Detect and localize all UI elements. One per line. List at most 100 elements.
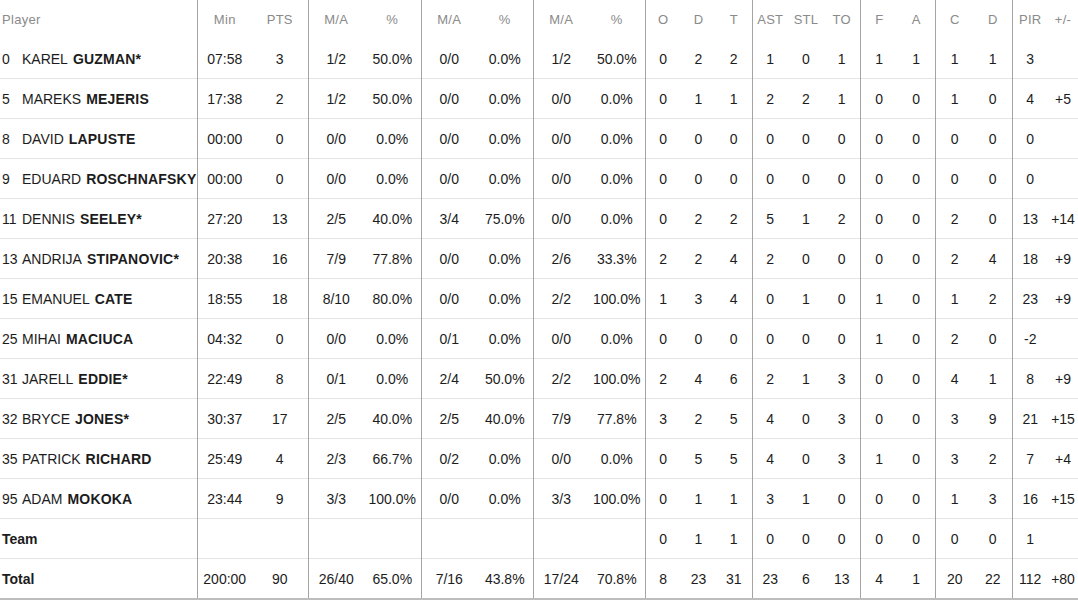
stat-cell: 90 (252, 559, 308, 600)
stat-cell (308, 519, 364, 559)
stat-cell: 1 (788, 359, 824, 399)
player-row: 0KARELGUZMAN*07:5831/250.0%0/00.0%1/250.… (0, 39, 1078, 79)
stat-cell: 1 (681, 479, 716, 519)
stat-cell: 8 (252, 359, 308, 399)
stat-cell: 5 (681, 439, 716, 479)
stat-cell: 0 (788, 439, 824, 479)
stat-cell: 0.0% (477, 239, 533, 279)
player-number: 8 (2, 131, 22, 147)
player-first-name: DAVID (22, 131, 64, 147)
stat-cell (1048, 319, 1078, 359)
stat-cell: 1 (681, 519, 716, 559)
stat-cell: 0 (824, 319, 860, 359)
stat-cell: 22:49 (197, 359, 252, 399)
stat-cell: +9 (1048, 239, 1078, 279)
stat-cell: 70.8% (589, 559, 645, 600)
stat-cell: 2 (974, 439, 1012, 479)
stat-cell: 3 (935, 399, 974, 439)
stat-cell: 16 (252, 239, 308, 279)
row-label: Total (2, 571, 34, 587)
col-header-2pt-ma: M/A (308, 0, 364, 39)
stat-cell: 20:38 (197, 239, 252, 279)
stat-cell: 0 (824, 279, 860, 319)
stat-cell: 2/4 (421, 359, 477, 399)
stat-cell (1048, 159, 1078, 199)
stat-cell: 0 (252, 119, 308, 159)
stat-cell: 0.0% (589, 199, 645, 239)
stat-cell: 0 (898, 79, 935, 119)
stat-cell: +15 (1048, 399, 1078, 439)
stat-cell: 23:44 (197, 479, 252, 519)
stat-cell: 1 (716, 479, 752, 519)
stat-cell: 0/0 (421, 79, 477, 119)
stat-cell: 0 (860, 159, 898, 199)
stat-cell: 1 (716, 79, 752, 119)
stat-cell: 2 (935, 239, 974, 279)
player-cell: 15EMANUELCATE (0, 279, 197, 319)
stat-cell: 1 (860, 319, 898, 359)
stat-cell: 0 (898, 479, 935, 519)
stat-cell: 18 (1012, 239, 1048, 279)
player-number: 11 (2, 211, 22, 227)
stat-cell: 0.0% (589, 319, 645, 359)
stat-cell: 0 (860, 239, 898, 279)
stat-cell: 07:58 (197, 39, 252, 79)
col-header-reb-t: T (716, 0, 752, 39)
stat-cell: 50.0% (589, 39, 645, 79)
stat-cell: 50.0% (364, 39, 421, 79)
stat-cell: 0/0 (533, 439, 589, 479)
col-header-min: Min (197, 0, 252, 39)
stat-cell: 0 (752, 319, 788, 359)
stat-cell: 18 (252, 279, 308, 319)
col-header-ast: AST (752, 0, 788, 39)
stat-cell: 3 (1012, 39, 1048, 79)
stat-cell: 0.0% (477, 279, 533, 319)
player-last-name: RICHARD (86, 451, 152, 467)
stat-cell: 4 (1012, 79, 1048, 119)
stat-cell: +9 (1048, 279, 1078, 319)
stat-cell: 31 (716, 559, 752, 600)
stat-cell: 04:32 (197, 319, 252, 359)
stat-cell: 0/0 (308, 319, 364, 359)
stat-cell: 4 (252, 439, 308, 479)
table-header: Player Min PTS M/A % M/A % M/A % O D T A… (0, 0, 1078, 39)
stat-cell: 1 (860, 39, 898, 79)
player-cell: 32BRYCEJONES* (0, 399, 197, 439)
stat-cell: 0 (645, 519, 681, 559)
stat-cell: 0 (860, 119, 898, 159)
stat-cell: 7/16 (421, 559, 477, 600)
stat-cell: 4 (681, 359, 716, 399)
player-row: 31JARELLEDDIE*22:4980/10.0%2/450.0%2/210… (0, 359, 1078, 399)
stat-cell (1048, 119, 1078, 159)
stat-cell: 0.0% (364, 359, 421, 399)
stat-cell: 2 (752, 359, 788, 399)
stat-cell: 2/5 (308, 399, 364, 439)
player-cell: Total (0, 559, 197, 600)
stat-cell: 0 (974, 119, 1012, 159)
player-number: 25 (2, 331, 22, 347)
player-row: 95ADAMMOKOKA23:4493/3100.0%0/00.0%3/3100… (0, 479, 1078, 519)
player-cell: 11DENNISSEELEY* (0, 199, 197, 239)
stat-cell: 0/1 (308, 359, 364, 399)
stat-cell: 1 (824, 39, 860, 79)
stat-cell: 17 (252, 399, 308, 439)
stat-cell: 00:00 (197, 159, 252, 199)
col-header-to: TO (824, 0, 860, 39)
stat-cell: 3 (974, 479, 1012, 519)
stat-cell: 1 (645, 279, 681, 319)
stat-cell: 00:00 (197, 119, 252, 159)
player-cell: 13ANDRIJASTIPANOVIC* (0, 239, 197, 279)
player-last-name: STIPANOVIC* (87, 251, 179, 267)
stat-cell: 13 (252, 199, 308, 239)
player-last-name: MOKOKA (67, 491, 132, 507)
stat-cell: 0.0% (589, 439, 645, 479)
stat-cell: +15 (1048, 479, 1078, 519)
stat-cell (252, 519, 308, 559)
stat-cell: 0 (645, 119, 681, 159)
stat-cell: 0 (645, 199, 681, 239)
stat-cell: 0.0% (589, 79, 645, 119)
player-first-name: ADAM (22, 491, 62, 507)
stat-cell: 2 (681, 239, 716, 279)
stat-cell: 0.0% (477, 319, 533, 359)
stat-cell: 0/0 (533, 199, 589, 239)
